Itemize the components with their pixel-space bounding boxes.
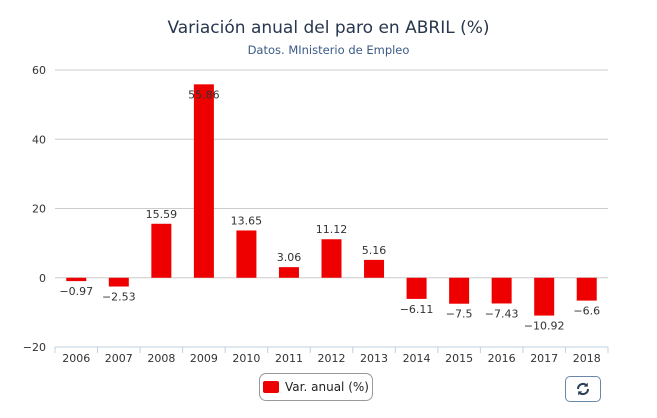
x-tick-label: 2008: [147, 352, 175, 365]
data-label: −7.43: [485, 307, 519, 320]
bar: [576, 277, 597, 301]
x-tick-label: 2006: [62, 352, 90, 365]
bar: [193, 84, 214, 278]
x-tick-label: 2011: [275, 352, 303, 365]
y-tick-label: 0: [39, 272, 46, 285]
chart-title: Variación anual del paro en ABRIL (%): [167, 18, 490, 38]
x-tick-label: 2012: [318, 352, 346, 365]
data-label: 15.59: [146, 208, 178, 221]
bar: [236, 230, 257, 278]
legend-swatch: [263, 381, 280, 393]
data-label: −6.11: [400, 303, 434, 316]
y-tick-label: 40: [32, 133, 46, 146]
y-tick-label: 60: [32, 64, 46, 77]
x-tick-label: 2018: [573, 352, 601, 365]
x-tick-label: 2013: [360, 352, 388, 365]
bar: [66, 277, 87, 282]
data-label: 5.16: [362, 244, 387, 257]
bar: [364, 259, 385, 278]
data-label: 3.06: [277, 251, 302, 264]
bar: [491, 277, 512, 304]
refresh-icon: [576, 382, 590, 396]
bar: [108, 277, 129, 287]
bar: [534, 277, 555, 316]
legend-item[interactable]: Var. anual (%): [259, 373, 373, 401]
legend-label: Var. anual (%): [285, 380, 369, 394]
bar: [321, 239, 342, 278]
data-label: −6.6: [573, 305, 600, 318]
x-tick-label: 2017: [530, 352, 558, 365]
data-label: 55.86: [188, 88, 220, 101]
bar: [278, 267, 299, 278]
y-tick-label: 20: [32, 203, 46, 216]
chart-subtitle: Datos. MInisterio de Empleo: [247, 43, 410, 57]
x-tick-label: 2014: [403, 352, 431, 365]
bar: [151, 223, 172, 278]
data-label: −0.97: [59, 285, 93, 298]
data-label: 13.65: [231, 214, 263, 227]
x-tick-label: 2009: [190, 352, 218, 365]
x-tick-label: 2007: [105, 352, 133, 365]
data-label: −10.92: [524, 320, 565, 333]
x-tick-label: 2010: [232, 352, 260, 365]
bar: [406, 277, 427, 299]
data-label: −2.53: [102, 291, 136, 304]
x-tick-label: 2016: [488, 352, 516, 365]
bar: [449, 277, 470, 304]
x-tick-label: 2015: [445, 352, 473, 365]
refresh-button[interactable]: [565, 376, 601, 402]
data-label: −7.5: [446, 308, 473, 321]
data-label: 11.12: [316, 223, 348, 236]
y-tick-label: −20: [23, 341, 46, 354]
